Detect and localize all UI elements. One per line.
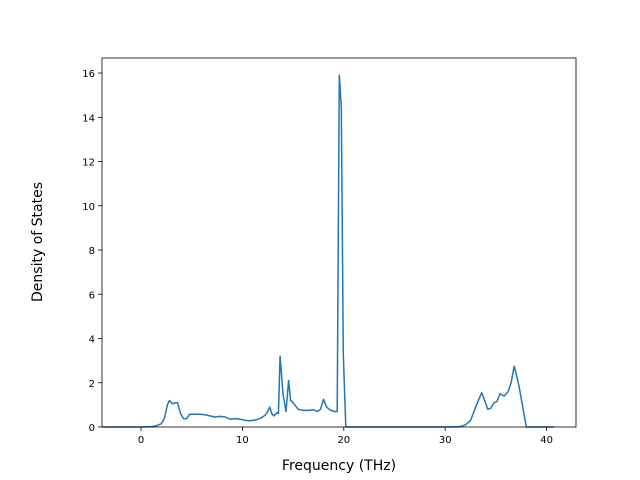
plot-frame [101, 57, 577, 428]
y-tick-label: 14 [82, 113, 95, 124]
y-tick-label: 16 [82, 69, 95, 80]
x-tick-label: 10 [236, 435, 249, 446]
y-tick-label: 0 [89, 423, 95, 434]
y-tick-label: 12 [82, 158, 95, 169]
x-tick-label: 20 [337, 435, 350, 446]
y-tick-label: 8 [89, 246, 95, 257]
y-tick-label: 4 [89, 335, 95, 346]
y-tick-label: 10 [82, 202, 95, 213]
x-axis-title: Frequency (THz) [282, 458, 396, 474]
x-tick-label: 40 [540, 435, 553, 446]
x-tick-label: 0 [138, 435, 144, 446]
x-tick-label: 30 [439, 435, 452, 446]
y-tick-label: 6 [89, 290, 95, 301]
y-axis-title: Density of States [30, 182, 46, 302]
line [102, 74, 554, 428]
y-tick-label: 2 [89, 379, 95, 390]
